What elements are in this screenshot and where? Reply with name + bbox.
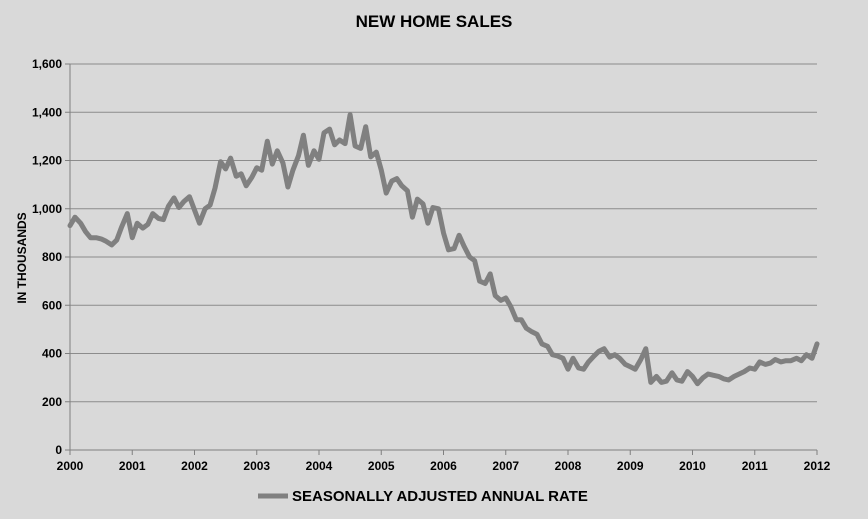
y-tick-label: 1,200 [32,154,62,168]
y-tick-label: 200 [42,395,62,409]
x-tick-label: 2008 [555,459,582,473]
y-tick-label: 1,000 [32,202,62,216]
x-tick-label: 2001 [119,459,146,473]
x-tick-label: 2005 [368,459,395,473]
x-tick-label: 2006 [430,459,457,473]
y-tick-label: 1,600 [32,57,62,71]
x-tick-label: 2007 [492,459,519,473]
x-tick-label: 2004 [306,459,333,473]
x-tick-label: 2002 [181,459,208,473]
x-tick-label: 2003 [243,459,270,473]
x-tick-label: 2011 [742,459,768,473]
x-tick-label: 2000 [57,459,84,473]
x-tick-label: 2010 [679,459,706,473]
series-line-seasonally-adjusted-annual-rate [67,112,820,387]
legend-label: SEASONALLY ADJUSTED ANNUAL RATE [292,488,588,505]
legend: SEASONALLY ADJUSTED ANNUAL RATE [258,488,588,505]
y-tick-label: 0 [55,443,62,457]
y-axis-title: IN THOUSANDS [15,212,29,303]
chart-title: NEW HOME SALES [356,12,513,31]
y-tick-label: 600 [42,298,62,312]
y-tick-label: 400 [42,347,62,361]
x-tick-label: 2012 [804,459,831,473]
y-tick-label: 1,400 [32,105,62,119]
y-tick-label: 800 [42,250,62,264]
x-tick-label: 2009 [617,459,644,473]
axes: 0 200 400 600 800 1,000 1,200 1,400 1,600 2000 200… [32,57,831,473]
series-layer [67,112,820,387]
